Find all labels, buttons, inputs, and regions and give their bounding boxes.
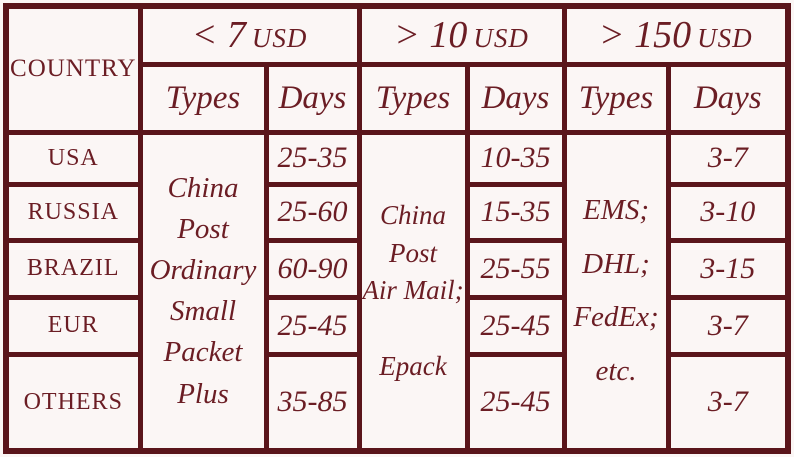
- table-row-usa: USA China Post Ordinary Small Packet Plu…: [3, 129, 791, 454]
- tier-1-day-cell: 35-85: [263, 351, 362, 454]
- tier-1-day-cell: 60-90: [263, 237, 362, 300]
- tier-2-price-value: > 10: [394, 14, 468, 57]
- table-row-eur: EUR 25-45 25-45 3-7: [3, 294, 791, 357]
- tier-3-day-cell: 3-15: [665, 237, 791, 300]
- country-cell: EUR: [3, 294, 143, 357]
- country-cell: RUSSIA: [3, 181, 143, 243]
- country-cell: BRAZIL: [3, 237, 143, 300]
- country-cell: OTHERS: [3, 351, 143, 454]
- tier-3-day-cell: 3-7: [665, 351, 791, 454]
- tier-1-types-header: Types: [137, 61, 269, 135]
- tier-1-types-cell: China Post Ordinary Small Packet Plus: [137, 129, 269, 454]
- table-row-russia: RUSSIA 25-60 15-35 3-10: [3, 181, 791, 243]
- tier-3-day-cell: 3-10: [665, 181, 791, 243]
- tier-1-days-header: Days: [263, 61, 362, 135]
- tier-2-currency-label: USD: [473, 23, 529, 54]
- tier-3-day-cell: 3-7: [665, 294, 791, 357]
- tier-1-day-cell: 25-35: [263, 129, 362, 187]
- tier-2-day-cell: 25-45: [464, 294, 567, 357]
- tier-3-currency-label: USD: [697, 23, 753, 54]
- subheader-row: Types Days Types Days Types Days: [6, 61, 791, 135]
- tier-3-price-header: > 150 USD: [561, 3, 791, 67]
- tier-3-types-cell: EMS; DHL; FedEx; etc.: [561, 129, 671, 454]
- table-row-brazil: BRAZIL 60-90 25-55 3-15: [3, 237, 791, 300]
- tier-2-types-header: Types: [356, 61, 470, 135]
- tier-1-day-cell: 25-60: [263, 181, 362, 243]
- tier-2-types-cell: China Post Air Mail; Epack: [356, 129, 470, 454]
- tier-3-types-header: Types: [561, 61, 671, 135]
- tier-3-price-value: > 150: [598, 14, 692, 57]
- tier-3-day-cell: 3-7: [665, 129, 791, 187]
- tier-1-currency-label: USD: [251, 23, 308, 54]
- tier-1-price-header: < 7 USD: [137, 3, 362, 67]
- tier-2-days-header: Days: [464, 61, 567, 135]
- country-column-header: COUNTRY: [3, 3, 143, 135]
- table-row-others: OTHERS 35-85 25-45 3-7: [3, 351, 791, 454]
- shipping-table: COUNTRY < 7 USD > 10 USD > 150 USD Types Da…: [3, 3, 791, 454]
- tier-2-price-header: > 10 USD: [356, 3, 567, 67]
- tier-1-day-cell: 25-45: [263, 294, 362, 357]
- tier-2-day-cell: 15-35: [464, 181, 567, 243]
- tier-2-day-cell: 10-35: [464, 129, 567, 187]
- tier-2-day-cell: 25-45: [464, 351, 567, 454]
- price-header-row: COUNTRY < 7 USD > 10 USD > 150 USD: [3, 3, 791, 135]
- tier-1-price-value: < 7: [191, 14, 246, 57]
- tier-3-days-header: Days: [665, 61, 791, 135]
- country-cell: USA: [3, 129, 143, 187]
- tier-2-day-cell: 25-55: [464, 237, 567, 300]
